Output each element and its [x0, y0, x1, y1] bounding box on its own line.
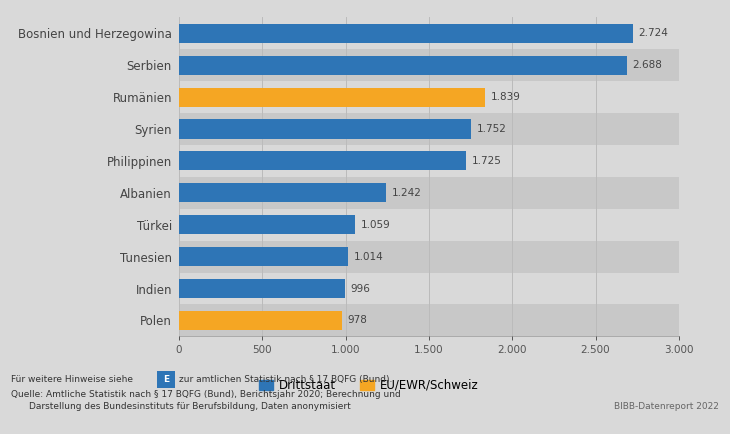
Bar [179, 240, 679, 273]
Bar [179, 145, 679, 177]
Bar [179, 279, 345, 298]
Bar [179, 17, 679, 49]
Text: BIBB-Datenreport 2022: BIBB-Datenreport 2022 [614, 402, 719, 411]
Text: E: E [163, 375, 169, 384]
Bar [179, 151, 466, 171]
Bar [179, 247, 348, 266]
Bar [179, 177, 679, 209]
Text: 1.059: 1.059 [361, 220, 391, 230]
Bar [179, 81, 679, 113]
Text: 2.688: 2.688 [633, 60, 663, 70]
Text: 1.752: 1.752 [477, 124, 507, 134]
Bar [179, 24, 633, 43]
Bar [179, 305, 679, 336]
Bar [179, 273, 679, 305]
Text: 2.724: 2.724 [639, 28, 669, 38]
Text: 1.725: 1.725 [472, 156, 502, 166]
Bar [179, 113, 679, 145]
Text: Für weitere Hinweise siehe: Für weitere Hinweise siehe [11, 375, 133, 384]
Text: 1.014: 1.014 [354, 252, 383, 262]
Text: 1.839: 1.839 [491, 92, 521, 102]
Text: 996: 996 [350, 283, 371, 293]
Text: zur amtlichen Statistik nach § 17 BQFG (Bund).: zur amtlichen Statistik nach § 17 BQFG (… [179, 375, 392, 384]
Bar [179, 119, 471, 138]
Text: Darstellung des Bundesinstituts für Berufsbildung, Daten anonymisiert: Darstellung des Bundesinstituts für Beru… [29, 402, 351, 411]
Bar [179, 311, 342, 330]
Legend: Drittstaat, EU/EWR/Schweiz: Drittstaat, EU/EWR/Schweiz [259, 379, 479, 392]
Bar [179, 88, 485, 107]
Text: Quelle: Amtliche Statistik nach § 17 BQFG (Bund), Berichtsjahr 2020; Berechnung : Quelle: Amtliche Statistik nach § 17 BQF… [11, 390, 401, 399]
Bar [179, 56, 627, 75]
Text: 1.242: 1.242 [392, 188, 422, 198]
Bar [179, 209, 679, 240]
Bar [179, 49, 679, 81]
Text: 978: 978 [347, 316, 368, 326]
FancyBboxPatch shape [157, 371, 175, 388]
Bar [179, 183, 386, 202]
Bar [179, 215, 356, 234]
